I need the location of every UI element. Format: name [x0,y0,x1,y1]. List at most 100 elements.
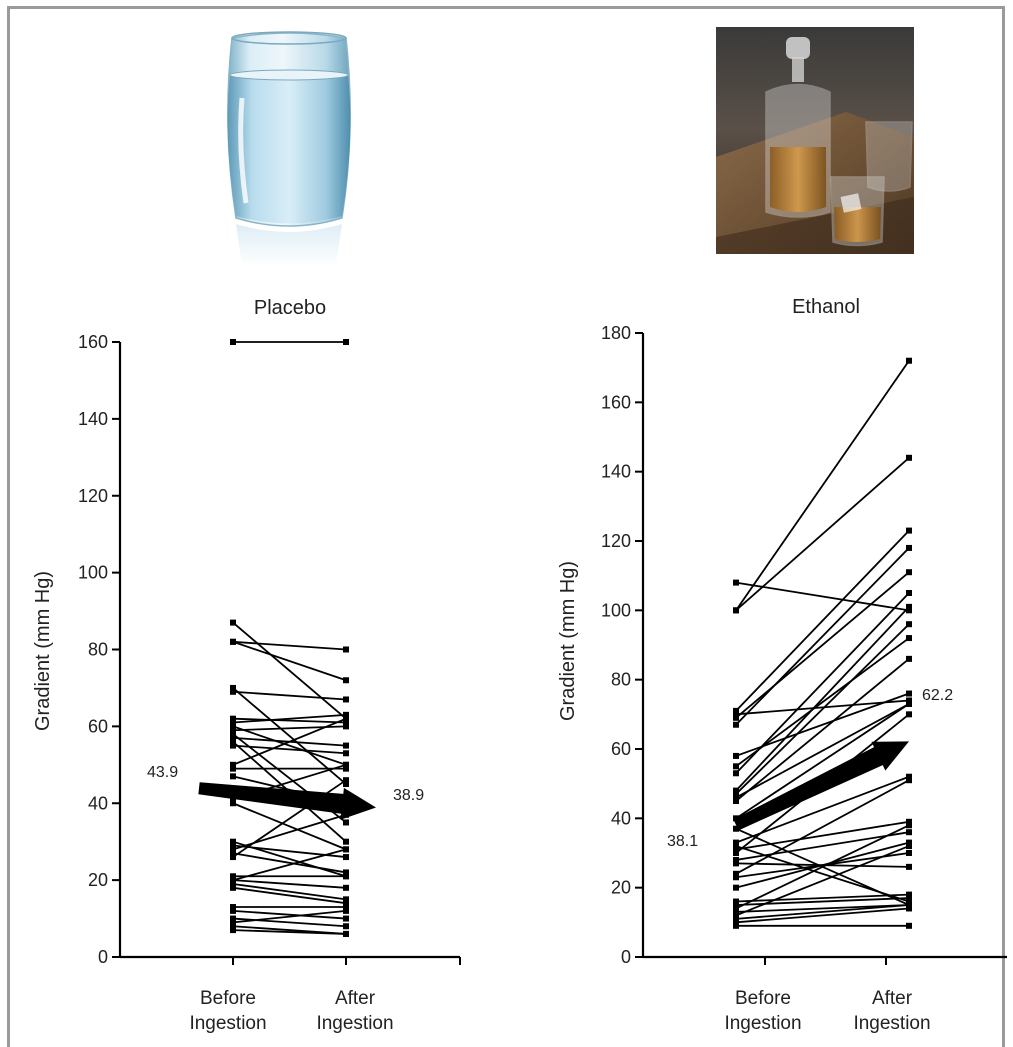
after-point [906,905,912,912]
y-tick-label: 60 [611,739,631,759]
subject-line [735,703,910,820]
before-point [733,707,739,714]
before-point [230,846,236,853]
y-tick-label: 120 [78,486,108,506]
after-point [906,603,912,610]
before-point [733,912,739,919]
subject-line [735,606,910,792]
before-point [230,619,236,626]
subject-line [735,571,910,719]
before-point [230,773,236,780]
before-point [230,727,236,734]
after-point [906,569,912,576]
after-point [343,765,349,772]
subject-line [232,621,347,720]
after-point [906,357,912,364]
subject-line [735,831,910,861]
y-tick-label: 140 [78,409,108,429]
y-tick-label: 0 [98,947,108,967]
after-point [906,850,912,856]
after-point [906,839,912,846]
before-point [230,884,236,891]
category-label-after-line1: After [335,988,376,1009]
after-point [906,454,912,461]
subject-line [735,841,910,889]
after-point [343,339,349,345]
y-tick-label: 60 [88,716,108,736]
before-point [230,854,236,861]
after-point [343,715,349,722]
before-point [230,638,236,645]
subject-line [232,713,347,724]
after-point [343,930,349,937]
y-axis-label: Gradient (mm Hg) [557,561,579,721]
after-point [343,781,349,788]
category-label-before-line2: Ingestion [724,1013,801,1034]
before-point [733,915,739,922]
category-label-before-line2: Ingestion [189,1013,266,1034]
y-tick-label: 0 [621,947,631,967]
before-point [230,723,236,730]
whiskey-decanter-image [716,27,914,254]
y-tick-label: 80 [611,670,631,690]
x-axis [643,955,1007,965]
after-point [343,846,349,853]
subject-line [735,529,910,712]
before-point [733,791,739,798]
subject-line [232,879,347,889]
chart-title: Placebo [254,297,326,319]
before-point [230,684,236,691]
subject-line [232,744,347,755]
subject-line [232,909,347,920]
after-point [906,902,912,908]
before-point [733,798,739,804]
before-point [230,927,236,934]
y-tick-label: 20 [88,870,108,890]
after-point [906,700,912,707]
before-point [230,765,236,772]
subject-line [735,703,910,799]
after-point [906,607,912,614]
y-tick-label: 20 [611,878,631,898]
chart-title: Ethanol [792,296,860,318]
category-label-before-line1: Before [735,988,791,1009]
after-point [906,843,912,850]
before-point [733,884,739,891]
before-point [230,915,236,922]
subject-line [735,547,910,726]
subject-line [735,658,910,802]
subject-line [735,907,910,924]
subject-line [735,904,910,913]
water-glass-image [227,31,351,267]
after-point [343,915,349,922]
after-point [906,621,912,628]
before-point [733,711,739,718]
after-point [906,544,912,551]
subject-line [232,640,347,651]
x-axis [120,955,461,965]
before-point [733,905,739,912]
mean-before-label: 38.1 [667,833,698,850]
subject-line [735,893,910,903]
before-point [733,579,739,586]
after-point [906,590,912,596]
figure-frame [7,6,1005,1047]
subject-line [232,929,347,935]
category-label-after-line2: Ingestion [316,1013,393,1034]
after-point [906,777,912,784]
category-label-after-line2: Ingestion [853,1013,930,1034]
after-point [343,646,349,653]
y-tick-label: 160 [78,332,108,352]
subject-line [735,824,910,910]
before-point [733,843,739,850]
after-point [343,761,349,768]
after-point [343,896,349,903]
before-point [230,731,236,738]
after-point [343,873,349,880]
before-point [733,874,739,881]
after-point [906,690,912,697]
after-point [906,822,912,829]
before-point [733,752,739,759]
before-point [733,922,739,929]
subject-line [232,725,347,766]
